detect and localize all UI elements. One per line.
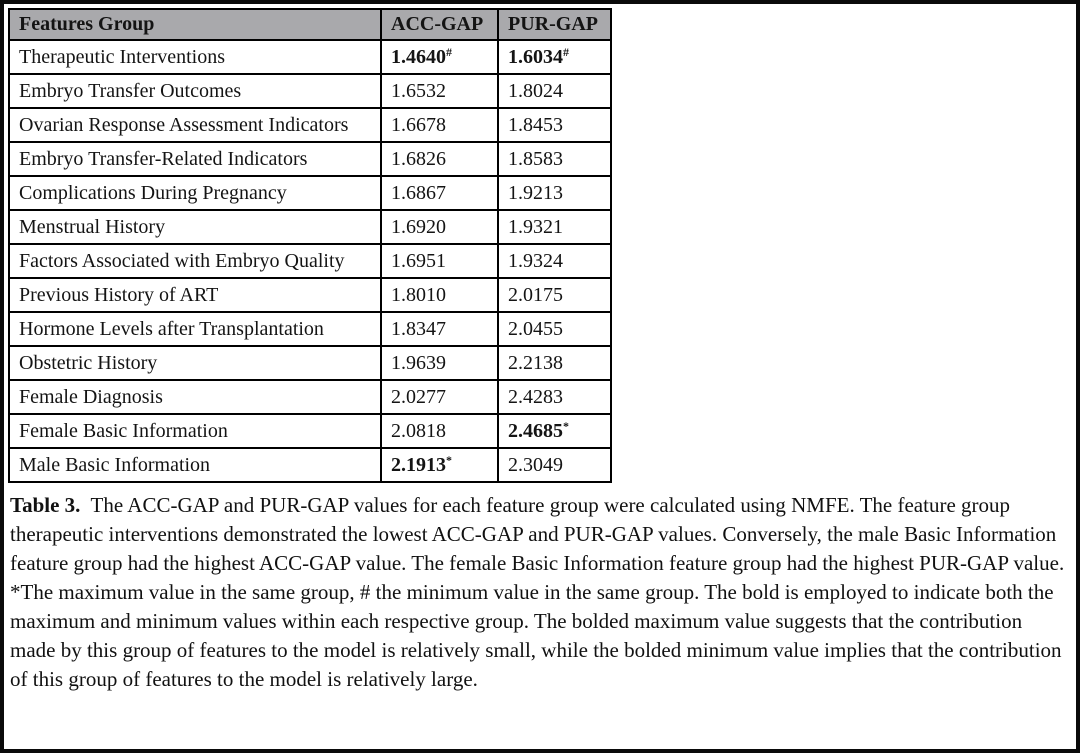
pur-gap-cell: 1.9324 xyxy=(497,243,612,279)
acc-gap-value: 1.6920 xyxy=(391,215,446,238)
pur-gap-cell: 1.6034# xyxy=(497,39,612,75)
acc-gap-value: 1.8347 xyxy=(391,317,446,340)
pur-gap-value: 1.8024 xyxy=(508,79,563,102)
table-row: Hormone Levels after Transplantation 1.8… xyxy=(8,311,612,347)
acc-gap-value: 1.8010 xyxy=(391,283,446,306)
table-row: Ovarian Response Assessment Indicators 1… xyxy=(8,107,612,143)
acc-gap-cell: 1.8347 xyxy=(380,311,499,347)
table-row: Embryo Transfer-Related Indicators 1.682… xyxy=(8,141,612,177)
feature-group-cell: Therapeutic Interventions xyxy=(8,39,382,75)
feature-group-cell: Previous History of ART xyxy=(8,277,382,313)
col-header-pur-gap: PUR-GAP xyxy=(497,8,612,41)
feature-group-cell: Complications During Pregnancy xyxy=(8,175,382,211)
pur-gap-value: 1.9324 xyxy=(508,249,563,272)
acc-gap-value: 2.0818 xyxy=(391,419,446,442)
feature-group-cell: Ovarian Response Assessment Indicators xyxy=(8,107,382,143)
feature-group-cell: Obstetric History xyxy=(8,345,382,381)
table-row: Female Diagnosis 2.0277 2.4283 xyxy=(8,379,612,415)
pur-gap-cell: 2.3049 xyxy=(497,447,612,483)
table-row: Factors Associated with Embryo Quality 1… xyxy=(8,243,612,279)
table-caption: Table 3. The ACC-GAP and PUR-GAP values … xyxy=(10,491,1072,694)
pur-gap-value: 1.9213 xyxy=(508,181,563,204)
acc-gap-marker: # xyxy=(446,44,452,59)
col-header-acc-gap: ACC-GAP xyxy=(380,8,499,41)
feature-group-cell: Embryo Transfer-Related Indicators xyxy=(8,141,382,177)
acc-gap-cell: 1.6920 xyxy=(380,209,499,245)
acc-gap-value: 2.1913 xyxy=(391,453,446,476)
pur-gap-marker: * xyxy=(563,418,569,433)
acc-gap-value: 1.6867 xyxy=(391,181,446,204)
pur-gap-value: 1.9321 xyxy=(508,215,563,238)
feature-group-cell: Male Basic Information xyxy=(8,447,382,483)
pur-gap-cell: 1.9213 xyxy=(497,175,612,211)
pur-gap-value: 2.2138 xyxy=(508,351,563,374)
acc-gap-value: 1.6678 xyxy=(391,113,446,136)
table-row: Menstrual History 1.6920 1.9321 xyxy=(8,209,612,245)
acc-gap-value: 1.9639 xyxy=(391,351,446,374)
acc-gap-value: 1.6532 xyxy=(391,79,446,102)
acc-gap-cell: 1.6678 xyxy=(380,107,499,143)
feature-group-cell: Female Basic Information xyxy=(8,413,382,449)
pur-gap-cell: 2.2138 xyxy=(497,345,612,381)
acc-gap-value: 1.6951 xyxy=(391,249,446,272)
feature-group-cell: Female Diagnosis xyxy=(8,379,382,415)
pur-gap-cell: 1.8453 xyxy=(497,107,612,143)
col-header-features-group: Features Group xyxy=(8,8,382,41)
pur-gap-value: 1.8583 xyxy=(508,147,563,170)
acc-gap-cell: 2.0277 xyxy=(380,379,499,415)
pur-gap-cell: 2.0455 xyxy=(497,311,612,347)
feature-group-cell: Menstrual History xyxy=(8,209,382,245)
acc-gap-cell: 1.9639 xyxy=(380,345,499,381)
pur-gap-value: 2.4283 xyxy=(508,385,563,408)
pur-gap-cell: 1.8583 xyxy=(497,141,612,177)
acc-gap-cell: 1.6826 xyxy=(380,141,499,177)
table-row: Female Basic Information 2.0818 2.4685* xyxy=(8,413,612,449)
pur-gap-cell: 1.8024 xyxy=(497,73,612,109)
table-row: Complications During Pregnancy 1.6867 1.… xyxy=(8,175,612,211)
table-header-row: Features Group ACC-GAP PUR-GAP xyxy=(8,8,612,41)
acc-gap-cell: 1.8010 xyxy=(380,277,499,313)
feature-group-cell: Hormone Levels after Transplantation xyxy=(8,311,382,347)
acc-gap-cell: 2.1913* xyxy=(380,447,499,483)
table-row: Previous History of ART 1.8010 2.0175 xyxy=(8,277,612,313)
acc-gap-cell: 1.6532 xyxy=(380,73,499,109)
table-row: Male Basic Information 2.1913* 2.3049 xyxy=(8,447,612,483)
table-row: Obstetric History 1.9639 2.2138 xyxy=(8,345,612,381)
pur-gap-value: 2.0455 xyxy=(508,317,563,340)
acc-gap-cell: 1.6951 xyxy=(380,243,499,279)
pur-gap-value: 1.6034 xyxy=(508,45,563,68)
feature-group-cell: Factors Associated with Embryo Quality xyxy=(8,243,382,279)
pur-gap-value: 1.8453 xyxy=(508,113,563,136)
acc-gap-value: 1.4640 xyxy=(391,45,446,68)
pur-gap-value: 2.0175 xyxy=(508,283,563,306)
table-row: Embryo Transfer Outcomes 1.6532 1.8024 xyxy=(8,73,612,109)
pur-gap-value: 2.3049 xyxy=(508,453,563,476)
caption-text: The ACC-GAP and PUR-GAP values for each … xyxy=(10,493,1070,691)
caption-label: Table 3. xyxy=(10,493,81,517)
acc-gap-value: 1.6826 xyxy=(391,147,446,170)
acc-gap-cell: 1.4640# xyxy=(380,39,499,75)
pur-gap-cell: 2.0175 xyxy=(497,277,612,313)
results-table: Features Group ACC-GAP PUR-GAP Therapeut… xyxy=(8,8,612,483)
pur-gap-cell: 2.4685* xyxy=(497,413,612,449)
table-row: Therapeutic Interventions 1.4640# 1.6034… xyxy=(8,39,612,75)
pur-gap-marker: # xyxy=(563,44,569,59)
feature-group-cell: Embryo Transfer Outcomes xyxy=(8,73,382,109)
acc-gap-marker: * xyxy=(446,452,452,467)
acc-gap-cell: 1.6867 xyxy=(380,175,499,211)
acc-gap-value: 2.0277 xyxy=(391,385,446,408)
pur-gap-value: 2.4685 xyxy=(508,419,563,442)
pur-gap-cell: 2.4283 xyxy=(497,379,612,415)
pur-gap-cell: 1.9321 xyxy=(497,209,612,245)
acc-gap-cell: 2.0818 xyxy=(380,413,499,449)
